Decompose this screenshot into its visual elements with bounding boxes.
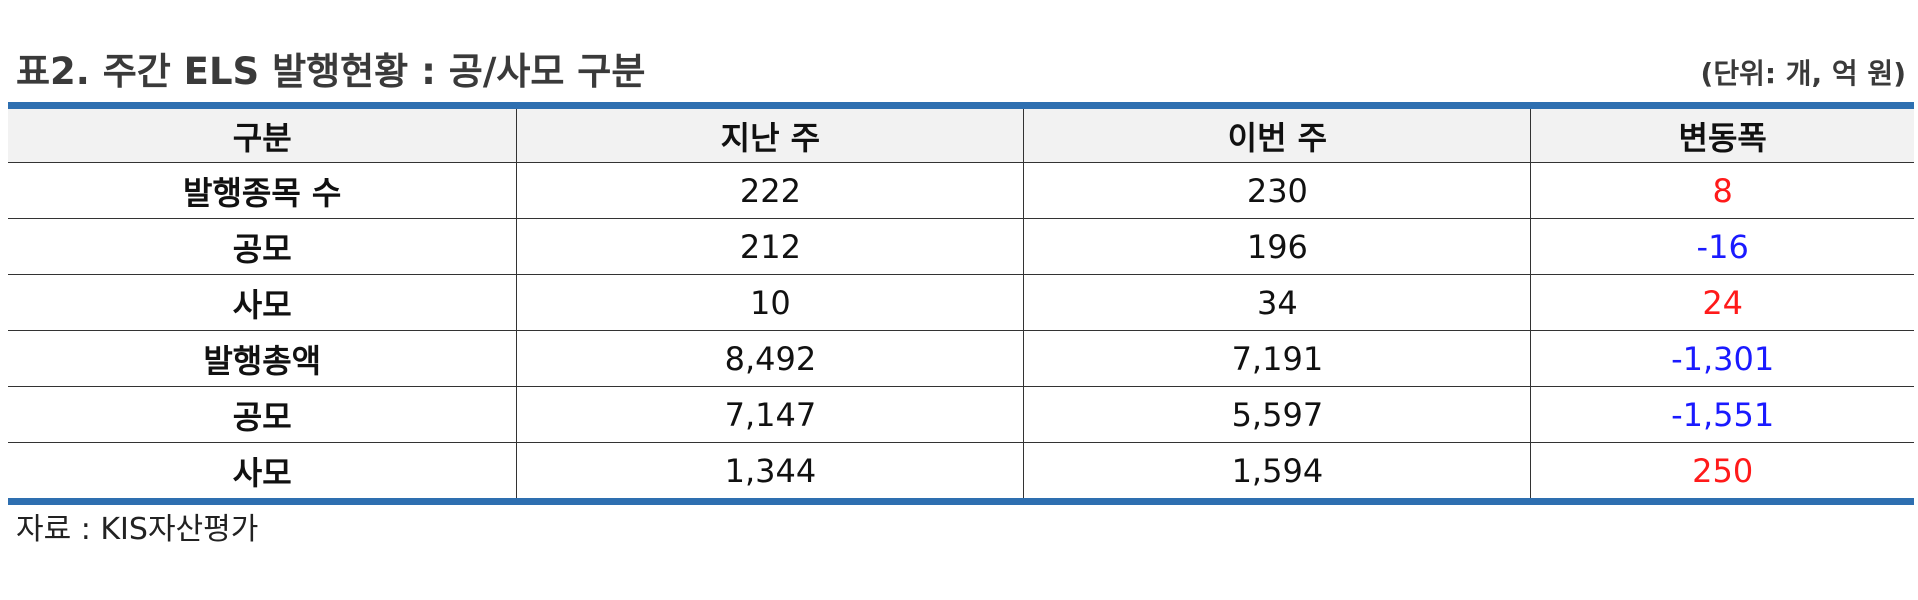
this-week-value: 7,191	[1023, 330, 1531, 387]
table-row: 공모 212 196 -16	[8, 218, 1914, 275]
table-header-row: 구분 지난 주 이번 주 변동폭	[8, 105, 1914, 163]
row-label: 사모	[232, 453, 292, 492]
row-label: 사모	[8, 274, 517, 331]
table-row: 사모 1,344 1,594 250	[8, 442, 1914, 502]
last-week-value: 222	[516, 162, 1024, 219]
source-note: 자료 : KIS자산평가	[16, 512, 259, 547]
unit-note: (단위: 개, 억 원)	[1700, 57, 1906, 90]
header-last-week: 지난 주	[516, 105, 1024, 163]
change-value: -1,551	[1530, 386, 1914, 443]
this-week-value: 230	[1023, 162, 1531, 219]
this-week-value: 196	[1023, 218, 1531, 275]
last-week-value: 212	[516, 218, 1024, 275]
table-row: 발행종목 수 222 230 8	[8, 162, 1914, 219]
last-week-value: 1,344	[516, 442, 1024, 502]
last-week-value: 7,147	[516, 386, 1024, 443]
row-label: 발행종목 수	[8, 162, 517, 219]
this-week-value: 34	[1023, 274, 1531, 331]
els-issuance-table: 구분 지난 주 이번 주 변동폭 발행종목 수 222 230 8 공모 212…	[8, 102, 1914, 505]
last-week-value: 8,492	[516, 330, 1024, 387]
header-change: 변동폭	[1530, 105, 1914, 163]
this-week-value: 1,594	[1023, 442, 1531, 502]
change-value: 250	[1530, 442, 1914, 502]
els-issuance-table-container: 구분 지난 주 이번 주 변동폭 발행종목 수 222 230 8 공모 212…	[8, 102, 1914, 505]
table-row: 사모 10 34 24	[8, 274, 1914, 331]
title-row: 표2. 주간 ELS 발행현황 : 공/사모 구분 (단위: 개, 억 원)	[16, 46, 1906, 98]
this-week-value: 5,597	[1023, 386, 1531, 443]
header-this-week: 이번 주	[1023, 105, 1531, 163]
change-value: -1,301	[1530, 330, 1914, 387]
row-label: 발행총액	[8, 330, 517, 387]
table-title: 표2. 주간 ELS 발행현황 : 공/사모 구분	[16, 50, 646, 93]
row-label: 공모	[8, 218, 517, 275]
change-value: -16	[1530, 218, 1914, 275]
row-label: 공모	[8, 386, 517, 443]
table-row: 발행총액 8,492 7,191 -1,301	[8, 330, 1914, 387]
header-category: 구분	[8, 105, 517, 163]
table-row: 공모 7,147 5,597 -1,551	[8, 386, 1914, 443]
change-value: 8	[1530, 162, 1914, 219]
change-value: 24	[1530, 274, 1914, 331]
last-week-value: 10	[516, 274, 1024, 331]
